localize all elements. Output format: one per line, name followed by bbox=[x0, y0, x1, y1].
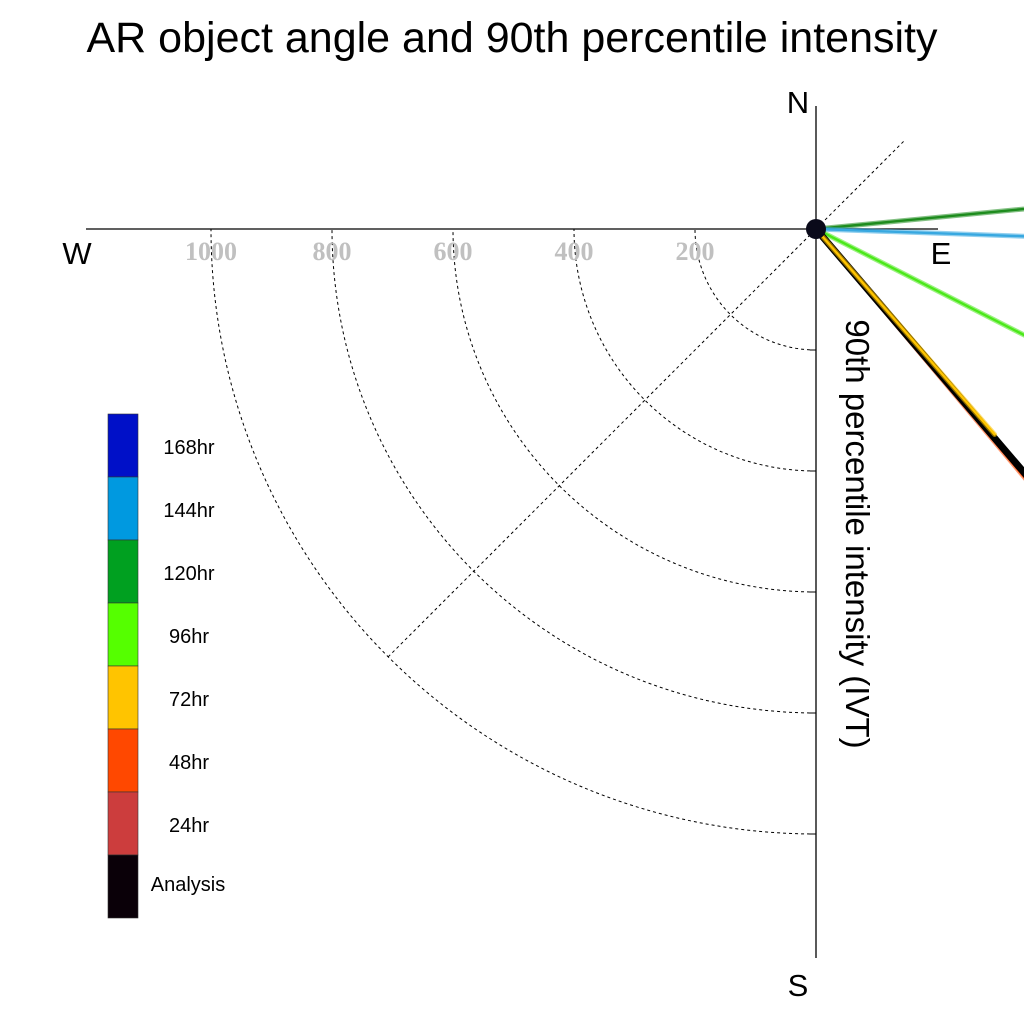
radial-tick-label-600: 600 bbox=[434, 237, 473, 266]
series-line-halo-120hr bbox=[813, 206, 1024, 232]
direction-label-n: N bbox=[787, 85, 809, 120]
legend-label-120hr: 120hr bbox=[163, 563, 214, 585]
legend-swatch-96hr bbox=[107, 602, 139, 667]
series-line-72hr bbox=[814, 227, 996, 436]
series-line-144hr bbox=[814, 227, 1024, 238]
legend-swatch-120hr bbox=[107, 539, 139, 604]
series-line-120hr bbox=[814, 207, 1024, 231]
origin-marker bbox=[806, 219, 826, 239]
legend-label-72hr: 72hr bbox=[169, 689, 209, 711]
radial-tick-label-1000: 1000 bbox=[185, 237, 237, 266]
radial-tick-label-200: 200 bbox=[676, 237, 715, 266]
diagonal-guide bbox=[387, 141, 904, 658]
legend-label-96hr: 96hr bbox=[169, 626, 209, 648]
legend-swatch-48hr bbox=[107, 728, 139, 793]
legend-swatch-24hr bbox=[107, 791, 139, 856]
legend-label-analysis: Analysis bbox=[151, 874, 225, 896]
direction-label-w: W bbox=[62, 236, 92, 271]
range-ring-200 bbox=[694, 228, 817, 351]
legend-swatch-144hr bbox=[107, 476, 139, 541]
range-ring-400 bbox=[573, 228, 817, 472]
legend-label-168hr: 168hr bbox=[163, 437, 214, 459]
chart-title: AR object angle and 90th percentile inte… bbox=[86, 14, 938, 62]
legend-swatch-72hr bbox=[107, 665, 139, 730]
legend-swatch-analysis bbox=[107, 854, 139, 919]
legend-label-48hr: 48hr bbox=[169, 752, 209, 774]
radial-tick-label-800: 800 bbox=[313, 237, 352, 266]
legend-label-24hr: 24hr bbox=[169, 815, 209, 837]
direction-label-s: S bbox=[788, 968, 809, 1003]
direction-label-e: E bbox=[931, 236, 952, 271]
legend-swatch-168hr bbox=[107, 413, 139, 478]
radial-tick-label-400: 400 bbox=[555, 237, 594, 266]
legend-label-144hr: 144hr bbox=[163, 500, 214, 522]
series-line-96hr bbox=[814, 227, 1024, 337]
y-axis-label: 90th percentile intensity (IVT) bbox=[839, 319, 876, 748]
